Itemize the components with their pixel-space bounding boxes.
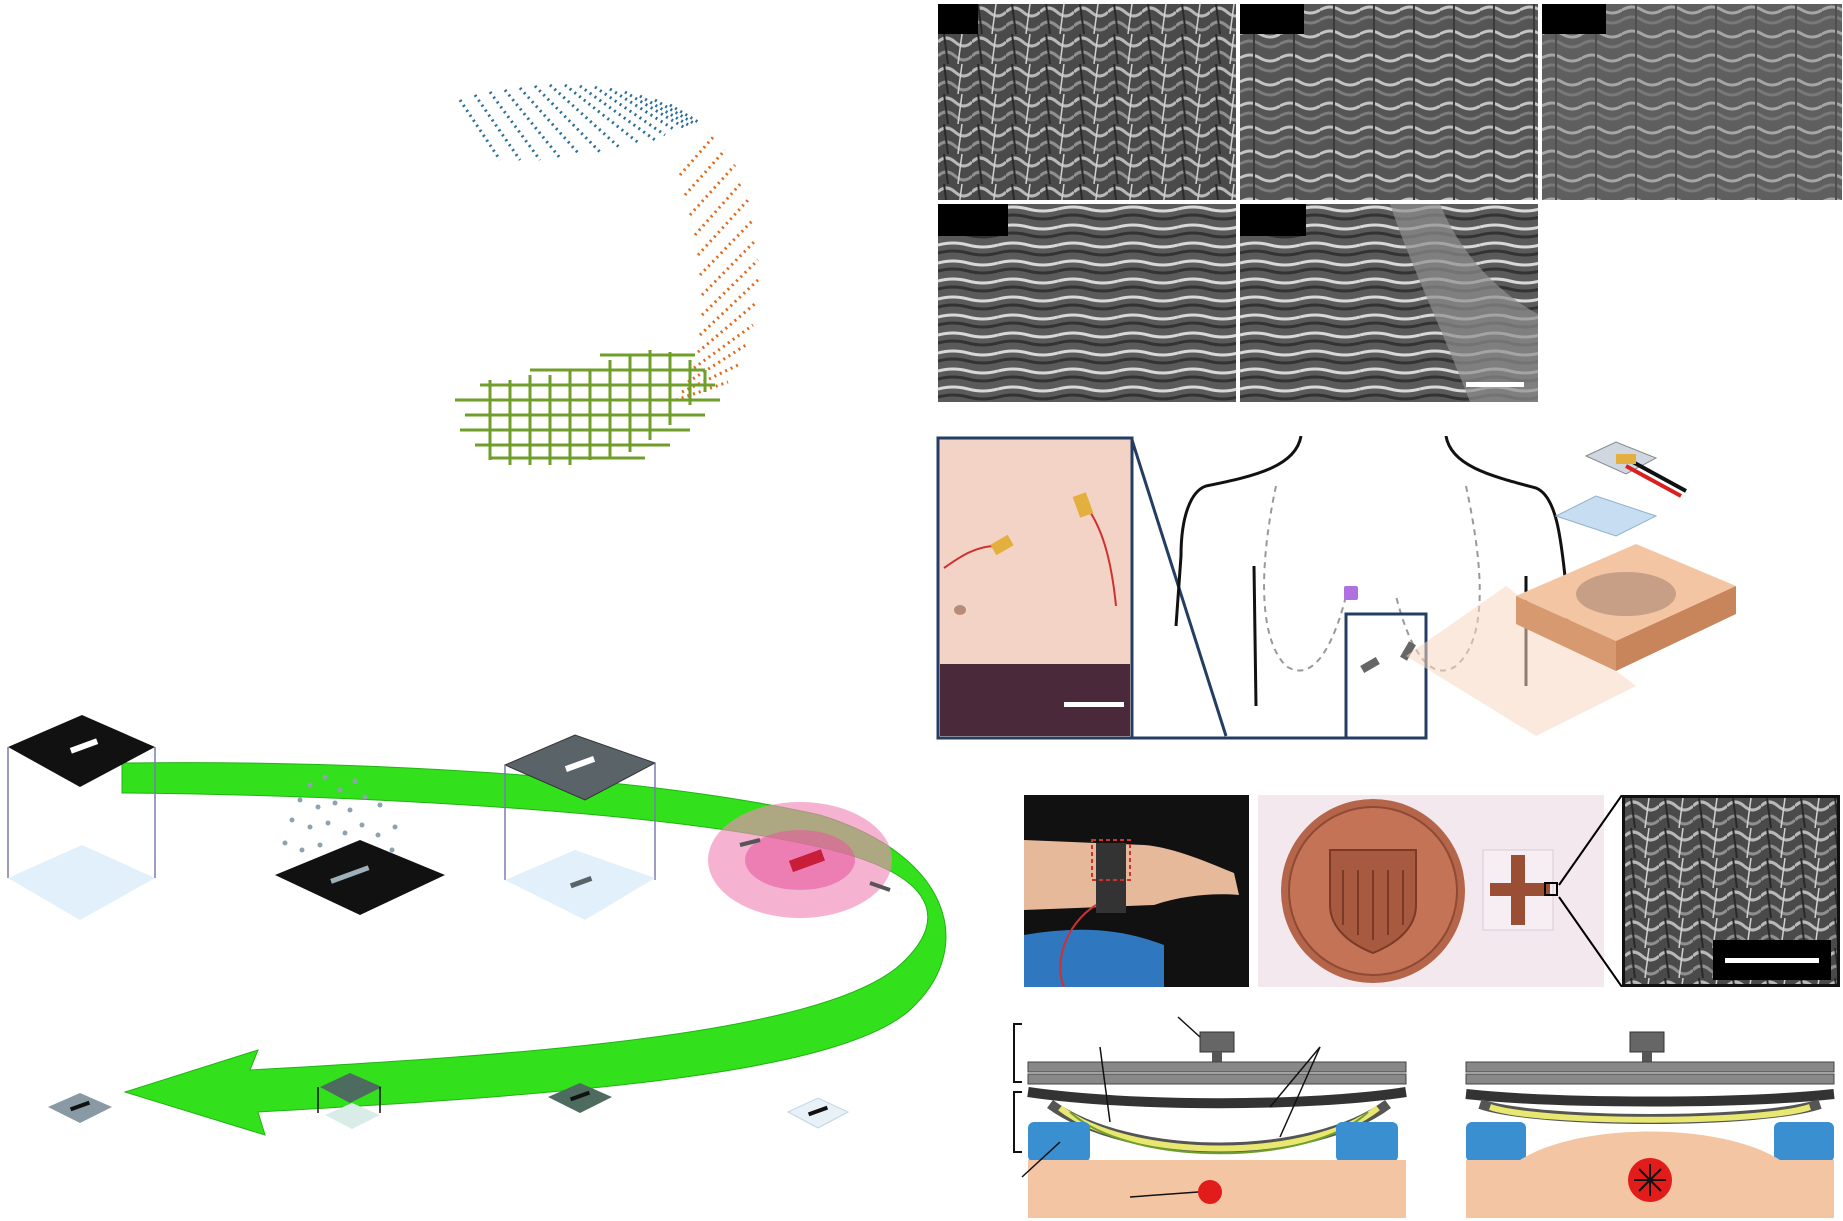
zoom-lines-sem (1558, 795, 1623, 987)
zoom-cone (1406, 586, 1636, 736)
arc-orange-segment (675, 134, 760, 402)
sensor-patch-icon (1554, 441, 1687, 537)
scale-bar (1725, 958, 1819, 963)
cross-section-right (1465, 1031, 1835, 1218)
arc-green-segment (455, 350, 720, 465)
sem-tile-label-box (1240, 204, 1306, 236)
fabrication-process-diagram (7, 715, 947, 1136)
sem-tile-4 (938, 204, 1236, 402)
sem-tile-label-box (938, 204, 1008, 236)
scale-bar (1466, 382, 1524, 387)
small-plate-1 (48, 1093, 112, 1123)
small-plate-4 (786, 1097, 850, 1129)
zoom-box (1344, 612, 1428, 740)
arc-blue-segment (458, 83, 699, 161)
particle-spray (282, 774, 398, 860)
coin-photo (1258, 795, 1604, 987)
sem-tile-1 (938, 4, 1236, 200)
sem-tile-label-box (1240, 4, 1304, 34)
sensor-band (1096, 843, 1126, 913)
sem-inset (1622, 795, 1840, 987)
scale-bar (1064, 702, 1124, 707)
zoom-box (1091, 839, 1131, 881)
body-placement-panel (936, 436, 1736, 740)
wrist-photo (1024, 795, 1249, 988)
sem-tile-label-box (1542, 4, 1606, 34)
sensor-marker (1400, 641, 1416, 661)
mask-plate-2 (275, 840, 445, 915)
sem-tile-5 (1240, 204, 1538, 402)
sem-tile-label-box (938, 4, 978, 34)
sensor-marker (1360, 657, 1380, 673)
direction-arc-pattern (455, 83, 760, 465)
sem-tile-2 (1240, 4, 1538, 200)
small-plate-3 (548, 1083, 612, 1113)
sensor-marker (1344, 586, 1358, 600)
cross-section-left (1013, 1016, 1407, 1218)
torso-photo (936, 436, 1134, 740)
skin-block-icon (1516, 544, 1736, 671)
mask-plate-3 (503, 734, 657, 920)
ribcage-dashed (1263, 485, 1481, 672)
sem-tile-3 (1542, 4, 1842, 200)
mask-plate-1 (7, 715, 156, 920)
laser-spot (708, 802, 892, 918)
sem-image-grid (938, 4, 1842, 402)
small-plate-2 (317, 1073, 382, 1129)
